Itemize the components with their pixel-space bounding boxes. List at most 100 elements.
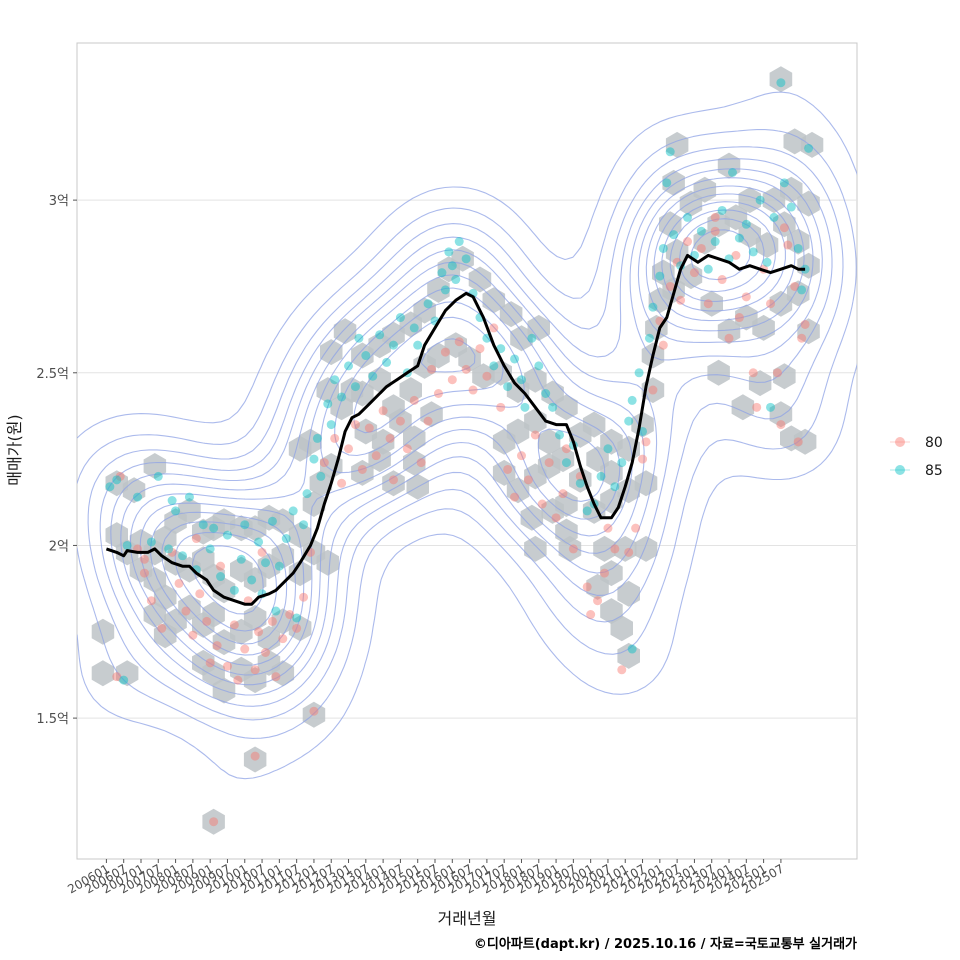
point-85 [240, 520, 250, 530]
point-85 [520, 402, 530, 412]
hexbin-cell [717, 318, 741, 345]
hexbin-cell [793, 428, 817, 455]
point-85 [617, 458, 627, 468]
point-80 [624, 547, 634, 557]
hexbin-cell [780, 176, 803, 203]
point-85 [146, 537, 156, 547]
point-80 [790, 281, 800, 291]
point-80 [689, 268, 699, 278]
point-80 [797, 333, 807, 343]
hexbin-cell [537, 453, 561, 479]
hexbin-cell [769, 401, 793, 428]
hexbin-cell [797, 318, 820, 345]
point-85 [627, 395, 637, 405]
point-80 [233, 675, 243, 685]
point-85 [299, 520, 309, 530]
hexbin-cell [91, 618, 115, 645]
point-85 [662, 178, 672, 188]
point-80 [561, 444, 571, 454]
x-axis-title: 거래년월 [438, 909, 497, 928]
point-85 [274, 561, 284, 571]
point-80 [378, 406, 388, 416]
point-85 [669, 230, 679, 240]
point-85 [133, 492, 143, 502]
point-85 [382, 357, 392, 367]
point-85 [281, 534, 291, 544]
point-85 [229, 585, 239, 595]
density-contour [120, 177, 814, 686]
point-85 [316, 471, 326, 481]
hexbin-cell [762, 187, 786, 214]
point-85 [696, 226, 706, 236]
point-80 [309, 706, 319, 716]
hexbin-cell [600, 459, 623, 486]
point-85 [561, 458, 571, 468]
point-85 [209, 523, 219, 533]
point-80 [202, 616, 212, 626]
hexbin-cell [617, 642, 640, 669]
point-80 [482, 371, 492, 381]
point-80 [631, 523, 641, 533]
hexbin-cell [243, 746, 267, 773]
hexbin-cell [499, 301, 523, 328]
density-contour [77, 91, 857, 780]
density-contour [139, 193, 796, 666]
point-85 [184, 492, 194, 502]
point-85 [167, 496, 177, 506]
point-80 [350, 420, 360, 430]
point-80 [433, 389, 443, 399]
hexbin-cell [91, 660, 115, 687]
point-80 [195, 589, 205, 599]
hexbin-cell [202, 808, 225, 835]
point-80 [776, 420, 786, 430]
legend-key-point-80 [895, 437, 905, 447]
point-80 [440, 347, 450, 357]
hexbin-cell [354, 418, 378, 445]
point-80 [364, 423, 374, 433]
point-80 [139, 568, 149, 578]
point-80 [395, 416, 405, 426]
point-85 [734, 233, 744, 243]
hexbin-cell [631, 411, 654, 438]
point-85 [655, 271, 665, 281]
point-80 [139, 554, 149, 564]
legend-item-85[interactable]: 85 [890, 463, 943, 479]
point-85 [766, 402, 776, 412]
hexbin-cell [489, 359, 512, 386]
point-80 [551, 513, 561, 523]
point-85 [793, 243, 803, 253]
point-80 [724, 333, 734, 343]
point-80 [582, 582, 592, 592]
legend-item-80[interactable]: 80 [890, 435, 943, 451]
point-80 [489, 323, 499, 333]
point-85 [330, 375, 340, 385]
y-axis-title: 매매가(원) [5, 414, 24, 485]
density-contour [129, 185, 805, 676]
point-85 [683, 212, 693, 222]
point-85 [271, 606, 281, 616]
point-85 [205, 544, 215, 554]
point-80 [181, 606, 191, 616]
scatter-points [105, 78, 814, 827]
point-80 [717, 275, 727, 285]
point-80 [222, 661, 232, 671]
y-tick-label: 1.5억 [36, 712, 69, 727]
point-85 [741, 219, 751, 229]
point-85 [717, 205, 727, 215]
hexbin-cell [693, 176, 717, 203]
point-85 [388, 340, 398, 350]
hexbin-cell [593, 535, 616, 562]
plot-panel [76, 42, 858, 860]
point-85 [222, 530, 232, 540]
point-80 [146, 596, 156, 606]
point-85 [375, 330, 385, 340]
hexbin-cell [288, 522, 312, 549]
point-80 [330, 433, 340, 443]
point-85 [254, 537, 264, 547]
point-85 [516, 375, 526, 385]
point-80 [229, 620, 239, 630]
point-85 [634, 368, 644, 378]
hexbin-cell [399, 377, 422, 404]
density-contour [174, 218, 765, 632]
